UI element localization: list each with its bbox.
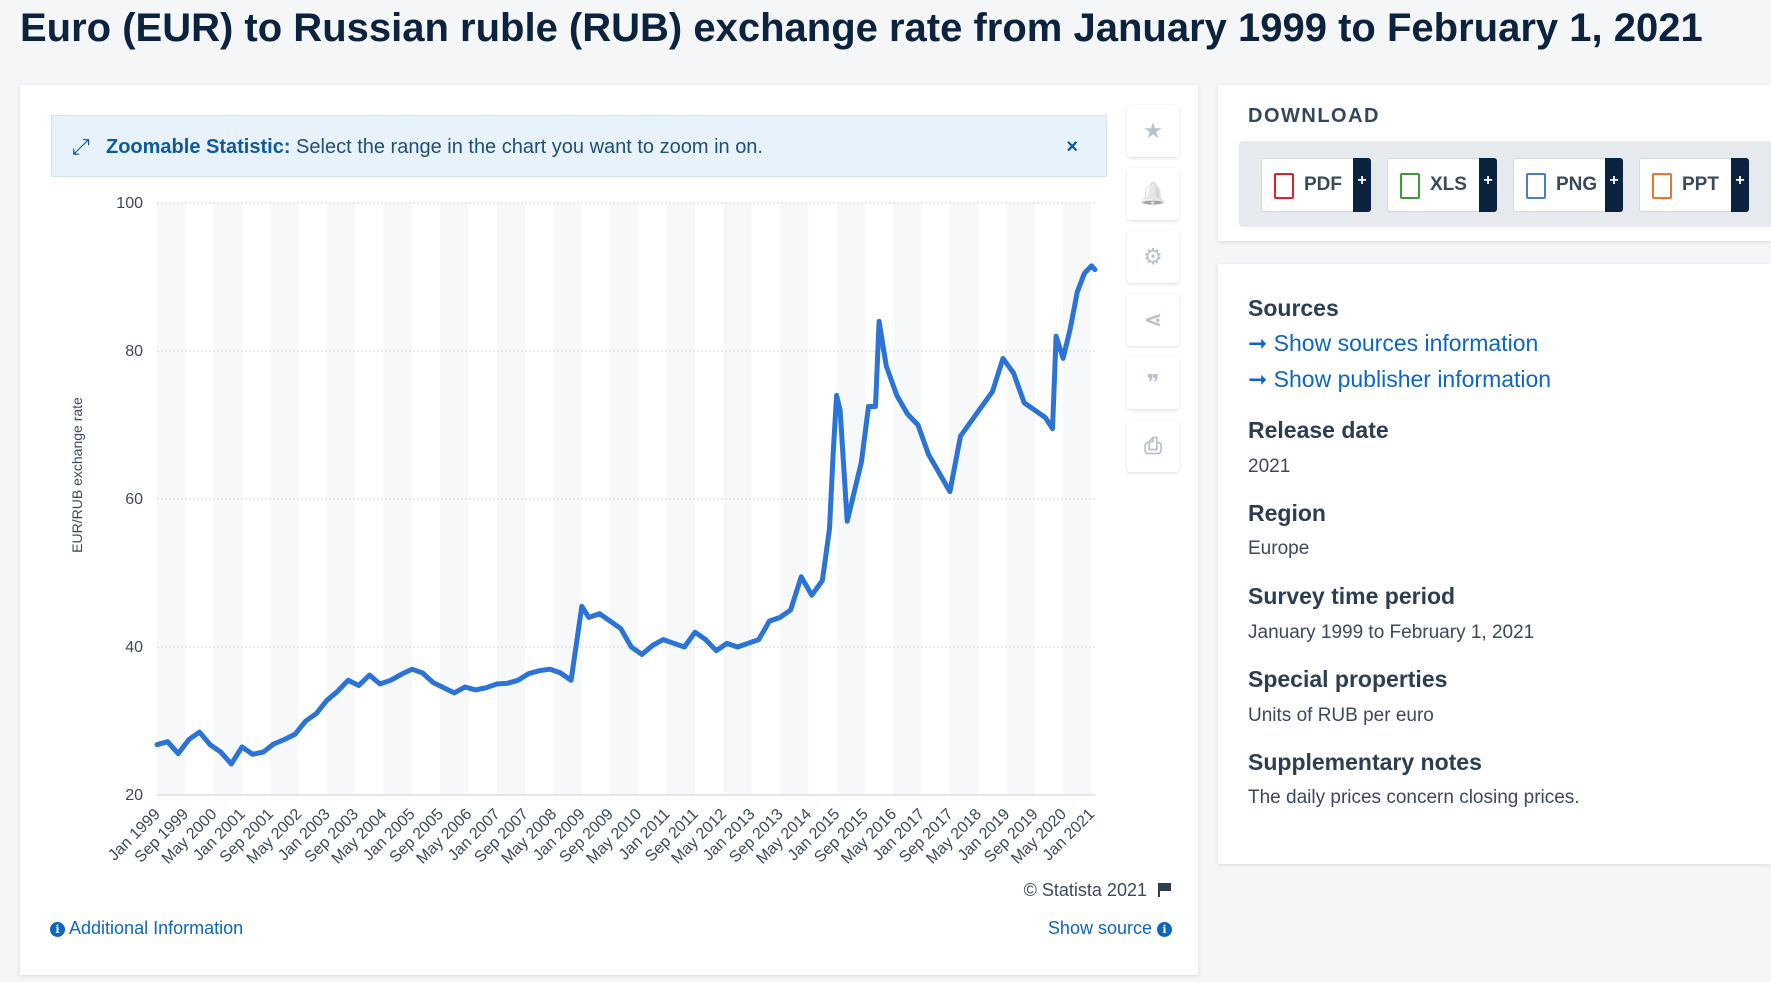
download-title: DOWNLOAD — [1248, 105, 1380, 127]
y-tick-label: 100 — [116, 195, 143, 212]
ppt-file-icon — [1652, 173, 1672, 199]
gear-icon: ⚙ — [1143, 244, 1163, 269]
copyright: © Statista 2021 — [1024, 880, 1172, 901]
region-heading: Region — [1248, 500, 1326, 526]
supplementary-notes-heading: Supplementary notes — [1248, 749, 1482, 775]
plus-icon: + — [1605, 158, 1623, 212]
arrow-right-icon: ➞ — [1248, 366, 1268, 392]
download-ppt-label: PPT — [1682, 174, 1719, 195]
tool-strip: ★ 🔔 ⚙ ⋖ ❞ ⎙ — [1127, 105, 1179, 483]
expand-icon: ⤢ — [72, 134, 90, 159]
share-button[interactable]: ⋖ — [1127, 294, 1179, 346]
download-xls-label: XLS — [1430, 174, 1467, 195]
pdf-file-icon — [1274, 173, 1294, 199]
show-sources-label: Show sources information — [1273, 330, 1539, 356]
supplementary-notes-value: The daily prices concern closing prices. — [1248, 787, 1580, 808]
y-tick-label: 20 — [125, 787, 143, 804]
chart-card: ⤢ Zoomable Statistic: Select the range i… — [20, 85, 1198, 975]
star-icon: ★ — [1143, 118, 1163, 143]
print-icon: ⎙ — [1144, 433, 1162, 458]
notify-button[interactable]: 🔔 — [1127, 168, 1179, 220]
page-title: Euro (EUR) to Russian ruble (RUB) exchan… — [20, 6, 1703, 50]
info-icon: i — [50, 922, 65, 937]
region-value: Europe — [1248, 538, 1310, 559]
meta-card: Sources ➞ Show sources information ➞ Sho… — [1218, 264, 1771, 864]
special-properties-value: Units of RUB per euro — [1248, 705, 1434, 726]
zoom-banner-text: Select the range in the chart you want t… — [296, 136, 763, 158]
download-xls-button[interactable]: XLS + — [1387, 158, 1497, 212]
y-axis-title: EUR/RUB exchange rate — [69, 397, 85, 553]
favorite-button[interactable]: ★ — [1127, 105, 1179, 157]
additional-info-label: Additional Information — [69, 918, 244, 938]
info-icon: i — [1157, 922, 1172, 937]
show-source-label: Show source — [1047, 918, 1152, 938]
download-pdf-label: PDF — [1304, 174, 1342, 195]
special-properties-heading: Special properties — [1248, 666, 1448, 692]
zoom-banner: ⤢ Zoomable Statistic: Select the range i… — [51, 115, 1107, 177]
arrow-right-icon: ➞ — [1248, 330, 1268, 356]
additional-info-link[interactable]: i Additional Information — [50, 918, 243, 939]
copyright-text: © Statista 2021 — [1023, 880, 1147, 900]
download-pdf-button[interactable]: PDF + — [1261, 158, 1371, 212]
download-png-label: PNG — [1556, 174, 1598, 195]
cite-button[interactable]: ❞ — [1127, 357, 1179, 409]
share-icon: ⋖ — [1143, 307, 1163, 332]
sources-heading: Sources — [1248, 295, 1339, 321]
show-publisher-label: Show publisher information — [1273, 366, 1552, 392]
show-source-link[interactable]: Show source i — [1048, 918, 1172, 939]
settings-button[interactable]: ⚙ — [1127, 231, 1179, 283]
plus-icon: + — [1353, 158, 1371, 212]
download-png-button[interactable]: PNG + — [1513, 158, 1623, 212]
bell-icon: 🔔 — [1139, 181, 1167, 206]
y-tick-label: 80 — [125, 343, 143, 360]
zoom-banner-label: Zoomable Statistic: — [106, 136, 291, 158]
y-tick-label: 40 — [125, 639, 143, 656]
quote-icon: ❞ — [1146, 370, 1160, 395]
plus-icon: + — [1731, 158, 1749, 212]
download-card: DOWNLOAD PDF + XLS + PNG + PPT + — [1218, 85, 1771, 241]
xls-file-icon — [1400, 173, 1420, 199]
download-bar: PDF + XLS + PNG + PPT + — [1239, 141, 1771, 227]
flag-icon — [1158, 883, 1172, 897]
show-sources-link[interactable]: ➞ Show sources information — [1248, 330, 1538, 357]
series-line — [154, 263, 1098, 767]
release-date-value: 2021 — [1248, 456, 1291, 477]
survey-period-heading: Survey time period — [1248, 583, 1456, 609]
png-file-icon — [1526, 173, 1546, 199]
survey-period-value: January 1999 to February 1, 2021 — [1248, 622, 1535, 643]
release-date-heading: Release date — [1248, 417, 1389, 443]
print-button[interactable]: ⎙ — [1127, 420, 1179, 472]
download-ppt-button[interactable]: PPT + — [1639, 158, 1749, 212]
plus-icon: + — [1479, 158, 1497, 212]
show-publisher-link[interactable]: ➞ Show publisher information — [1248, 366, 1551, 393]
close-icon[interactable]: × — [1066, 136, 1078, 158]
y-tick-label: 60 — [125, 491, 143, 508]
